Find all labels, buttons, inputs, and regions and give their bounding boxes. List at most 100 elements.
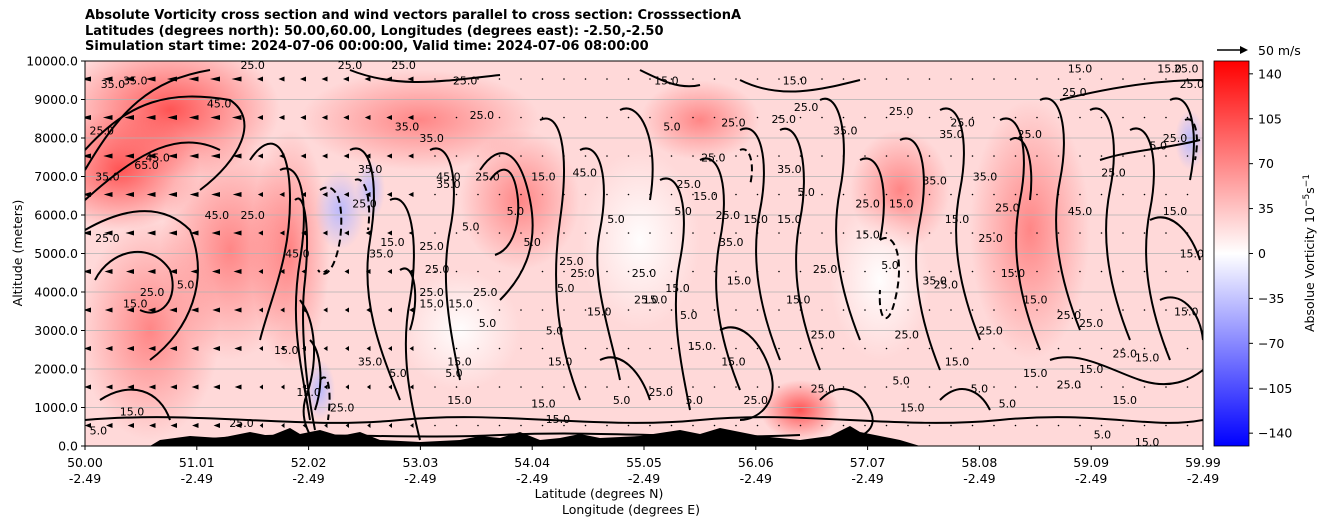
- wind-dot: [864, 193, 866, 196]
- contour-label: 35.0: [369, 248, 394, 261]
- wind-arrow: [127, 384, 134, 390]
- contour-label: 15.0: [447, 355, 472, 368]
- wind-arrow: [321, 76, 328, 82]
- contour-label: 35.0: [719, 236, 744, 249]
- wind-arrow: [85, 307, 91, 313]
- colorbar-label: Absolue Vorticity 10−5s−1: [1302, 174, 1317, 332]
- wind-dot: [950, 270, 952, 273]
- wind-dot: [799, 116, 802, 119]
- wind-arrow: [189, 192, 199, 197]
- wind-dot: [670, 155, 673, 157]
- wind-dot: [1057, 347, 1060, 350]
- wind-dot: [541, 116, 544, 119]
- wind-arrow: [149, 423, 156, 428]
- contour-label: 25.0: [772, 113, 797, 126]
- wind-dot: [477, 193, 479, 196]
- wind-dot: [971, 116, 974, 119]
- colorbar-tick-label: 140: [1258, 66, 1282, 81]
- wind-dot: [1036, 193, 1038, 196]
- x-tick-label-lon: -2.49: [404, 471, 436, 486]
- wind-dot: [627, 232, 630, 234]
- contour-label: 5.0: [663, 120, 681, 133]
- wind-dot: [563, 232, 565, 234]
- wind-arrow: [386, 115, 392, 120]
- wind-arrow: [85, 153, 91, 159]
- wind-arrow: [126, 307, 134, 313]
- wind-dot: [434, 347, 436, 350]
- y-tick-label: 0.0: [58, 439, 78, 454]
- contour-label: 15.0: [274, 344, 299, 357]
- wind-dot: [799, 232, 802, 234]
- wind-dot: [713, 270, 716, 273]
- wind-arrow: [210, 76, 220, 82]
- wind-dot: [1014, 270, 1017, 273]
- wind-dot: [455, 386, 458, 388]
- wind-dot: [821, 386, 823, 388]
- wind-dot: [864, 270, 866, 273]
- wind-arrow: [300, 192, 306, 197]
- wind-dot: [1100, 193, 1103, 196]
- wind-dot: [606, 309, 608, 311]
- contour-label: 15.0: [587, 305, 612, 318]
- wind-dot: [821, 78, 823, 80]
- wind-dot: [993, 386, 995, 388]
- wind-dot: [1057, 232, 1060, 234]
- wind-dot: [627, 270, 630, 273]
- contour-label: 5.0: [546, 325, 564, 338]
- wind-dot: [778, 386, 780, 388]
- contour-label: 25.0: [889, 105, 914, 118]
- wind-arrow: [343, 115, 349, 120]
- x-tick-label-lon: -2.49: [516, 471, 548, 486]
- wind-dot: [1122, 309, 1124, 311]
- wind-arrow: [106, 423, 113, 428]
- wind-arrow: [409, 269, 414, 274]
- contour-label: 25.0: [330, 402, 355, 415]
- wind-arrow: [280, 384, 285, 390]
- wind-dot: [1122, 116, 1124, 119]
- wind-dot: [520, 232, 522, 234]
- wind-dot: [971, 232, 974, 234]
- wind-arrow: [302, 384, 306, 390]
- wind-dot: [799, 424, 802, 427]
- wind-dot: [520, 193, 522, 196]
- wind-dot: [1165, 386, 1167, 388]
- contour-label: 15.0: [1135, 351, 1160, 364]
- wind-dot: [584, 116, 587, 119]
- wind-dot: [864, 155, 866, 157]
- wind-dot: [670, 270, 673, 273]
- wind-dot: [649, 78, 651, 80]
- wind-dot: [842, 424, 845, 427]
- contour-label: 5.0: [613, 394, 631, 407]
- title-line-2: Latitudes (degrees north): 50.00,60.00, …: [85, 23, 664, 39]
- contour-label: 25.0: [634, 294, 659, 307]
- wind-dot: [842, 155, 845, 157]
- wind-dot: [1186, 424, 1189, 427]
- wind-arrow: [364, 115, 371, 120]
- wind-dot: [584, 386, 587, 388]
- title-line-3: Simulation start time: 2024-07-06 00:00:…: [85, 39, 649, 54]
- wind-dot: [993, 309, 995, 311]
- contour-label: 25.0: [649, 386, 674, 399]
- wind-arrow: [387, 269, 392, 274]
- quiver-key: 50 m/s: [1217, 43, 1301, 58]
- contour-label: 25.0: [559, 255, 584, 268]
- wind-arrow: [258, 230, 263, 236]
- wind-dot: [1079, 155, 1081, 157]
- contour-label: 25.0: [934, 278, 959, 291]
- contour-label: 15.0: [777, 213, 802, 226]
- wind-arrow: [85, 346, 91, 351]
- contour-label: 25.0: [894, 328, 919, 341]
- wind-dot: [1143, 424, 1146, 427]
- wind-arrow: [189, 153, 199, 159]
- wind-dot: [1165, 116, 1167, 119]
- x-axis: 50.00-2.4951.01-2.4952.02-2.4953.03-2.49…: [67, 446, 1221, 486]
- wind-dot: [584, 309, 587, 311]
- wind-dot: [735, 309, 737, 311]
- contour-label: 25.0: [229, 417, 254, 430]
- contour-label: 35.0: [419, 132, 444, 145]
- contour-label: 15.0: [447, 394, 472, 407]
- wind-dot: [1014, 386, 1017, 388]
- contour-label: 25.0: [475, 171, 500, 184]
- colorbar: 140 105 70 35 0 −35 −70 −105 −140 Absolue Vortic…: [1213, 60, 1317, 447]
- x-tick-label-lat: 58.08: [962, 455, 998, 470]
